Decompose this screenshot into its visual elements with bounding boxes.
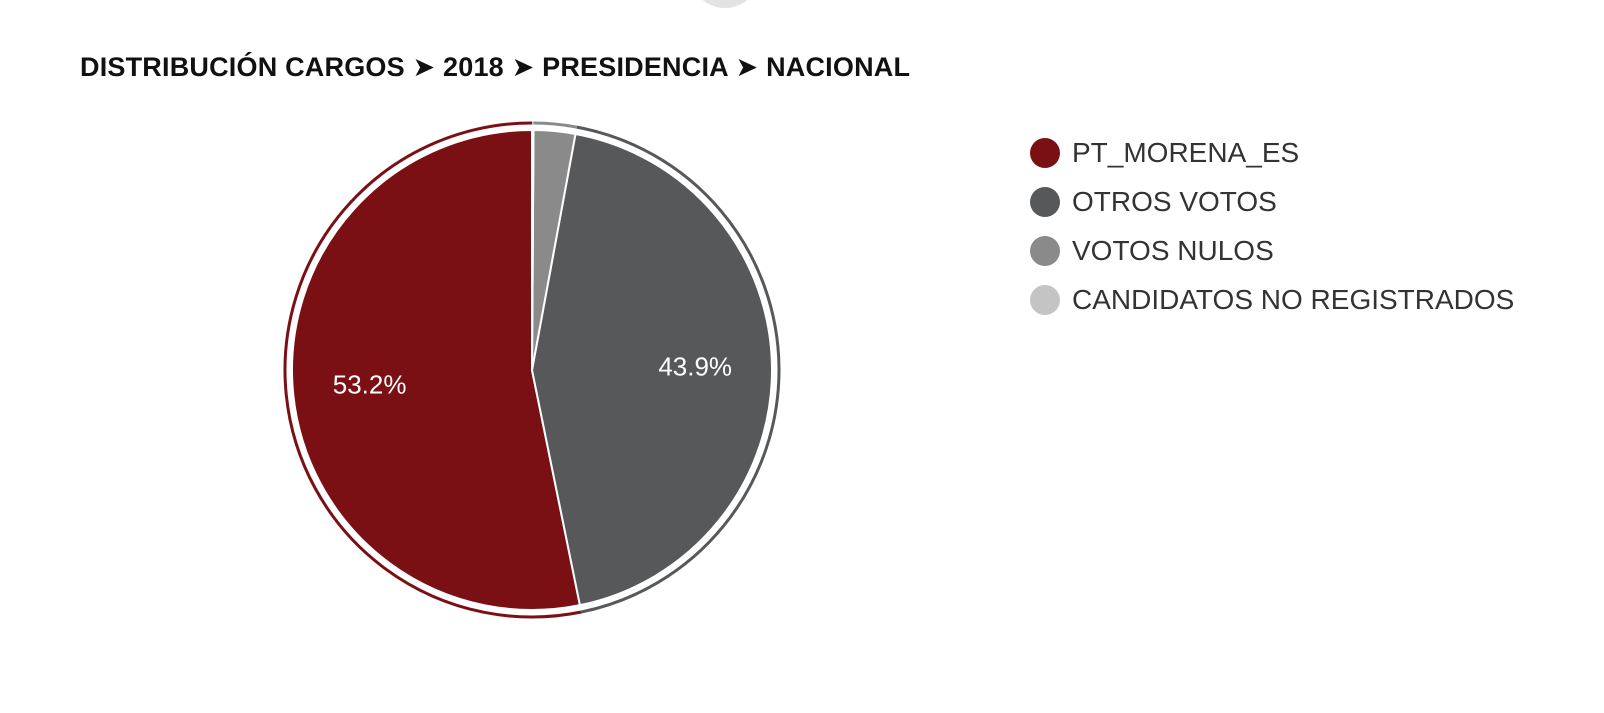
legend-swatch-icon (1030, 284, 1060, 315)
legend-swatch-icon (1030, 235, 1060, 266)
legend-label: CANDIDATOS NO REGISTRADOS (1072, 283, 1515, 315)
pie-slice-ring-otros-votos (576, 125, 781, 614)
chart-legend: PT_MORENA_ES OTROS VOTOS VOTOS NULOS CANDID… (1030, 128, 1590, 324)
legend-item-pt-morena-es[interactable]: PT_MORENA_ES (1030, 128, 1590, 177)
legend-label: OTROS VOTOS (1072, 185, 1277, 217)
top-decoration (690, 0, 760, 8)
legend-label: PT_MORENA_ES (1072, 136, 1300, 168)
legend-swatch-icon (1030, 137, 1060, 168)
pie-slice-ring-pt-morena-es (283, 121, 582, 619)
legend-swatch-icon (1030, 186, 1060, 217)
chart-title: DISTRIBUCIÓN CARGOS ➤ 2018 ➤ PRESIDENCIA… (80, 52, 911, 82)
pie-slice-otros-votos[interactable] (530, 132, 773, 607)
pie-slice-pt-morena-es[interactable] (291, 128, 582, 611)
legend-label: VOTOS NULOS (1072, 234, 1274, 266)
data-label-pt-morena-es: 53.2% (333, 369, 407, 399)
legend-item-candidatos-no-registrados[interactable]: CANDIDATOS NO REGISTRADOS (1030, 275, 1590, 324)
pie-slice-candidatos-no-registrados[interactable] (531, 128, 535, 371)
pie-slice-ring-votos-nulos (533, 121, 578, 129)
legend-item-otros-votos[interactable]: OTROS VOTOS (1030, 177, 1590, 226)
legend-item-votos-nulos[interactable]: VOTOS NULOS (1030, 226, 1590, 275)
data-label-otros-votos: 43.9% (658, 351, 732, 381)
